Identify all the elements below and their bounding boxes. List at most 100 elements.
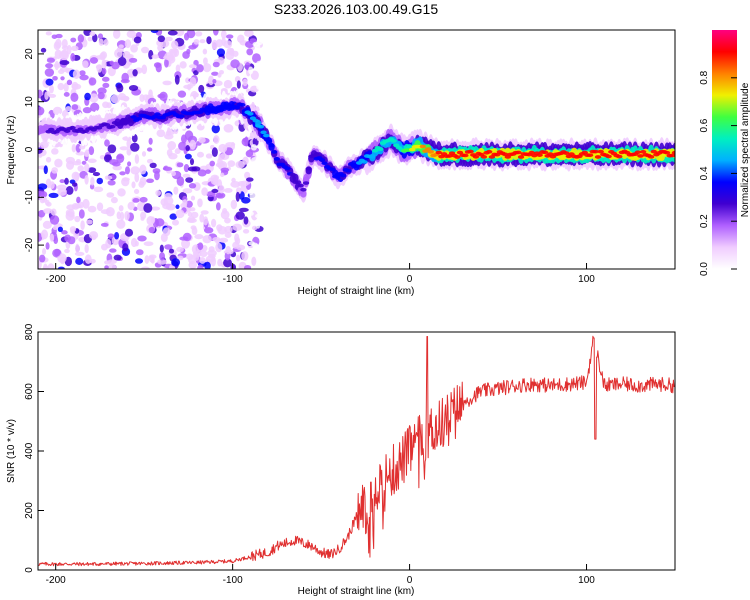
snr-y-tick-label: 400 xyxy=(24,442,35,459)
heatmap-noise-cell xyxy=(131,181,136,189)
snr-y-tick-label: 200 xyxy=(24,502,35,519)
heatmap-noise-cell xyxy=(78,209,85,219)
heatmap-noise-cell xyxy=(84,163,90,173)
heatmap-ridge-cell xyxy=(493,152,501,157)
heatmap-noise-cell xyxy=(87,167,97,173)
heatmap-noise-cell xyxy=(97,92,105,100)
heatmap-ridge-cell xyxy=(310,153,318,158)
snr-y-tick-label: 600 xyxy=(24,383,35,400)
heatmap-noise-cell xyxy=(306,251,312,258)
heatmap-noise-cell xyxy=(189,76,197,87)
heatmap-noise-cell xyxy=(288,36,294,42)
heatmap-noise-cell xyxy=(182,199,188,207)
heatmap-ridge-cell xyxy=(515,150,522,155)
heatmap-noise-cell xyxy=(155,189,162,197)
heatmap-noise-cell xyxy=(217,72,222,78)
heatmap-noise-cell xyxy=(78,145,86,150)
heatmap-noise-cell xyxy=(189,207,196,212)
heatmap-noise-cell xyxy=(244,30,254,37)
heatmap-noise-cell xyxy=(263,76,270,83)
heatmap-noise-cell xyxy=(223,79,233,89)
heatmap-noise-cell xyxy=(202,235,212,244)
heatmap-noise-cell xyxy=(132,198,140,203)
heatmap-noise-cell xyxy=(193,39,200,45)
heatmap-noise-cell xyxy=(201,187,208,196)
heatmap-noise-cell xyxy=(84,175,89,185)
heatmap-noise-cell xyxy=(87,205,97,213)
heatmap-noise-cell xyxy=(242,78,248,87)
heatmap-noise-cell xyxy=(77,165,84,172)
heatmap-ridge-cell xyxy=(233,105,241,110)
heatmap-noise-cell xyxy=(235,211,245,220)
heatmap-noise-cell xyxy=(139,164,147,175)
heatmap-noise-cell xyxy=(134,172,140,183)
heatmap-noise-cell xyxy=(65,186,74,195)
heatmap-noise-cell xyxy=(281,256,288,264)
heatmap-noise-cell xyxy=(262,160,270,168)
heatmap-noise-cell xyxy=(134,154,140,164)
heatmap-noise-cell xyxy=(275,264,282,269)
heatmap-noise-cell xyxy=(218,143,228,153)
heatmap-noise-cell xyxy=(198,137,206,144)
heatmap-noise-cell xyxy=(300,156,308,162)
heatmap-noise-cell xyxy=(260,207,265,214)
heatmap-noise-cell xyxy=(88,146,95,156)
heatmap-ridge-cell xyxy=(247,112,254,116)
heatmap-noise-cell xyxy=(187,216,196,223)
heatmap-noise-cell xyxy=(206,36,212,45)
heatmap-noise-cell xyxy=(89,57,99,64)
heatmap-noise-cell xyxy=(223,123,234,133)
heatmap-noise-cell xyxy=(230,263,237,269)
heatmap-noise-cell xyxy=(82,106,92,114)
heatmap-noise-cell xyxy=(143,203,153,213)
heatmap-ridge-cell xyxy=(48,127,55,132)
heatmap-noise-cell xyxy=(232,223,243,232)
heatmap-noise-cell xyxy=(217,258,223,267)
heatmap-noise-cell xyxy=(187,211,193,217)
heatmap-noise-cell xyxy=(261,86,267,93)
heatmap-noise-cell xyxy=(40,191,48,198)
heatmap-noise-cell xyxy=(150,30,159,34)
heatmap-ridge-cell xyxy=(637,154,644,158)
heatmap-noise-cell xyxy=(248,203,254,211)
heatmap-ridge-cell xyxy=(329,167,336,172)
heatmap-ridge-cell xyxy=(650,149,657,154)
heatmap-noise-cell xyxy=(162,166,173,171)
heatmap-noise-cell xyxy=(279,136,288,144)
heatmap-ridge-cell xyxy=(294,180,302,184)
heatmap-noise-cell xyxy=(204,261,211,269)
heatmap-noise-cell xyxy=(52,75,58,81)
heatmap-noise-cell xyxy=(273,37,278,45)
heatmap-noise-cell xyxy=(211,147,218,158)
heatmap-noise-cell xyxy=(226,47,234,55)
heatmap-ridge-cell xyxy=(300,189,307,198)
heatmap-ridge-cell xyxy=(456,150,464,155)
heatmap-noise-cell xyxy=(251,256,257,267)
heatmap-noise-cell xyxy=(121,72,129,83)
heatmap-noise-cell xyxy=(223,40,233,49)
heatmap-noise-cell xyxy=(58,69,65,74)
heatmap-ridge-cell xyxy=(263,133,270,138)
heatmap-noise-cell xyxy=(134,258,144,264)
heatmap-noise-cell xyxy=(96,177,104,185)
heatmap-noise-cell xyxy=(81,160,87,165)
heatmap-noise-cell xyxy=(317,253,323,261)
heatmap-noise-cell xyxy=(252,53,261,64)
heatmap-noise-cell xyxy=(256,60,264,67)
heatmap-noise-cell xyxy=(249,38,257,43)
heatmap-ridge-cell xyxy=(305,166,312,171)
heatmap-noise-cell xyxy=(89,31,96,37)
heatmap-noise-cell xyxy=(90,177,95,186)
heatmap-noise-cell xyxy=(179,61,187,69)
heatmap-noise-cell xyxy=(151,54,159,59)
heatmap-noise-cell xyxy=(265,185,273,191)
heatmap-noise-cell xyxy=(271,64,277,69)
heatmap-noise-cell xyxy=(174,74,180,85)
heatmap-noise-cell xyxy=(133,36,142,44)
heatmap-noise-cell xyxy=(176,176,185,187)
heatmap-noise-cell xyxy=(188,64,197,69)
heatmap-noise-cell xyxy=(148,254,157,259)
heatmap-noise-cell xyxy=(232,241,240,249)
heatmap-noise-cell xyxy=(171,40,179,49)
heatmap-noise-cell xyxy=(109,248,117,253)
